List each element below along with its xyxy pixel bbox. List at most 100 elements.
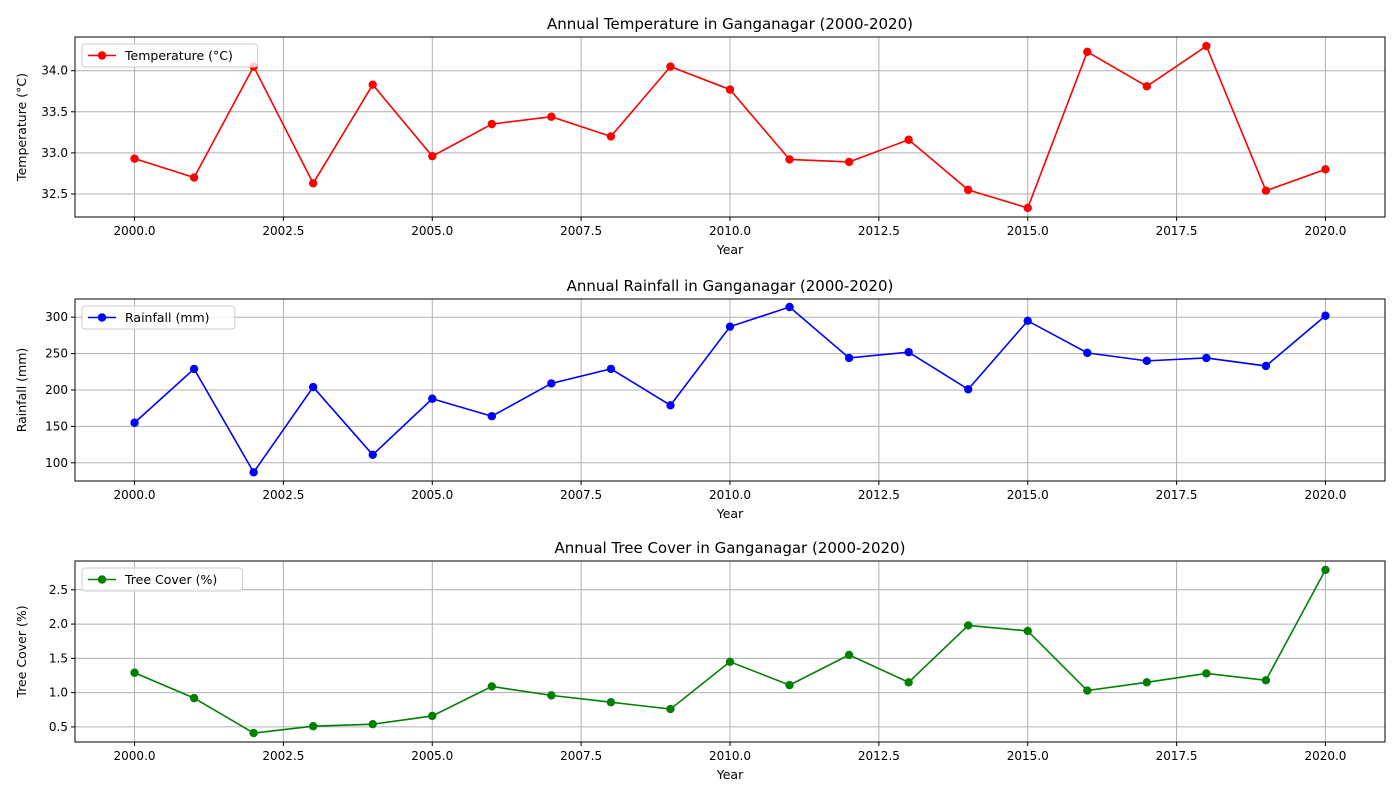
y-axis-label: Tree Cover (%): [14, 605, 29, 698]
y-tick-label: 200: [45, 383, 68, 397]
data-point: [1023, 626, 1032, 636]
x-tick-label: 2017.5: [1156, 749, 1198, 763]
data-point: [725, 85, 735, 94]
legend-marker-swatch: [97, 575, 107, 584]
data-point: [1023, 203, 1032, 213]
chart-panel: 2000.0 2002.5 2005.0 2007.5 2010.0 2012.5 2015…: [14, 277, 1386, 521]
y-tick-label: 150: [45, 419, 68, 433]
chart-title: Annual Tree Cover in Ganganagar (2000-20…: [555, 539, 906, 557]
x-tick-label: 2007.5: [560, 224, 602, 238]
data-point: [785, 302, 794, 312]
y-axis-label: Temperature (°C): [14, 73, 29, 182]
data-point: [1261, 361, 1271, 371]
data-point: [666, 62, 675, 71]
legend-box: [81, 567, 243, 592]
y-tick-label: 33.5: [41, 105, 68, 119]
data-point: [487, 682, 497, 691]
x-tick-label: 2020.0: [1304, 224, 1346, 238]
data-point: [725, 657, 735, 666]
x-axis-label: Year: [716, 506, 744, 521]
chart-title: Annual Temperature in Ganganagar (2000-2…: [547, 15, 913, 33]
x-tick-label: 2015.0: [1007, 224, 1049, 238]
data-point: [1261, 186, 1271, 195]
y-tick-label: 34.0: [41, 64, 68, 78]
data-point: [130, 668, 139, 677]
data-point: [1202, 669, 1211, 678]
data-point: [547, 379, 556, 388]
data-point: [428, 151, 437, 161]
data-point: [1202, 41, 1211, 51]
y-tick-label: 0.5: [49, 720, 68, 734]
data-point: [1083, 47, 1092, 56]
x-tick-label: 2002.5: [262, 488, 304, 502]
x-tick-label: 2000.0: [114, 749, 156, 763]
x-tick-label: 2005.0: [411, 488, 453, 502]
y-tick-label: 250: [45, 347, 68, 361]
y-axis-label: Rainfall (mm): [14, 348, 29, 433]
data-point: [1023, 316, 1032, 326]
legend-box: [81, 43, 259, 68]
data-point: [130, 418, 139, 427]
legend: Temperature (°C): [81, 43, 259, 68]
data-point: [785, 155, 794, 164]
y-tick-label: 32.5: [41, 187, 68, 201]
legend-label: Rainfall (mm): [125, 310, 210, 325]
legend-marker-swatch: [97, 313, 107, 322]
chart-title: Annual Rainfall in Ganganagar (2000-2020…: [567, 277, 894, 295]
legend-box: [81, 305, 236, 330]
data-point: [666, 401, 675, 410]
x-tick-label: 2020.0: [1304, 749, 1346, 763]
data-point: [189, 173, 199, 182]
y-tick-label: 1.0: [49, 686, 68, 700]
x-tick-label: 2017.5: [1156, 488, 1198, 502]
data-point: [963, 185, 973, 195]
data-point: [428, 711, 437, 721]
data-point: [666, 704, 675, 714]
x-tick-label: 2007.5: [560, 749, 602, 763]
data-point: [1202, 353, 1211, 363]
x-tick-label: 2012.5: [858, 488, 900, 502]
data-point: [308, 382, 318, 392]
data-point: [547, 691, 556, 700]
x-tick-label: 2015.0: [1007, 488, 1049, 502]
legend: Rainfall (mm): [81, 305, 236, 330]
data-point: [368, 719, 377, 729]
data-point: [963, 385, 973, 394]
data-point: [130, 154, 139, 163]
data-point: [249, 728, 258, 738]
x-tick-label: 2015.0: [1007, 749, 1049, 763]
x-tick-label: 2002.5: [262, 224, 304, 238]
x-tick-label: 2005.0: [411, 749, 453, 763]
x-tick-label: 2000.0: [114, 488, 156, 502]
data-point: [1142, 678, 1152, 687]
y-tick-label: 2.0: [49, 617, 68, 631]
data-point: [308, 179, 318, 188]
data-point: [368, 450, 377, 459]
chart-panel: 2000.0 2002.5 2005.0 2007.5 2010.0 2012.5 2015…: [14, 539, 1386, 782]
x-tick-label: 2002.5: [262, 749, 304, 763]
data-point: [1142, 82, 1152, 91]
x-tick-label: 2017.5: [1156, 224, 1198, 238]
data-point: [1321, 311, 1330, 320]
y-tick-label: 300: [45, 310, 68, 324]
y-tick-label: 2.5: [49, 583, 68, 597]
x-tick-label: 2010.0: [709, 749, 751, 763]
x-tick-label: 2012.5: [858, 749, 900, 763]
data-point: [606, 364, 616, 374]
data-point: [904, 135, 913, 144]
data-point: [785, 680, 794, 690]
data-point: [844, 353, 854, 363]
x-tick-label: 2020.0: [1304, 488, 1346, 502]
data-point: [963, 621, 973, 630]
x-tick-label: 2005.0: [411, 224, 453, 238]
data-point: [189, 364, 199, 374]
legend: Tree Cover (%): [81, 567, 243, 592]
x-axis-label: Year: [716, 767, 744, 782]
y-tick-label: 33.0: [41, 146, 68, 160]
chart-panel: 2000.0 2002.5 2005.0 2007.5 2010.0 2012.5 2015…: [14, 15, 1386, 257]
data-point: [1142, 356, 1152, 366]
data-point: [547, 112, 556, 121]
legend-marker-swatch: [97, 51, 107, 60]
data-point: [844, 650, 854, 660]
legend-label: Tree Cover (%): [124, 572, 217, 587]
